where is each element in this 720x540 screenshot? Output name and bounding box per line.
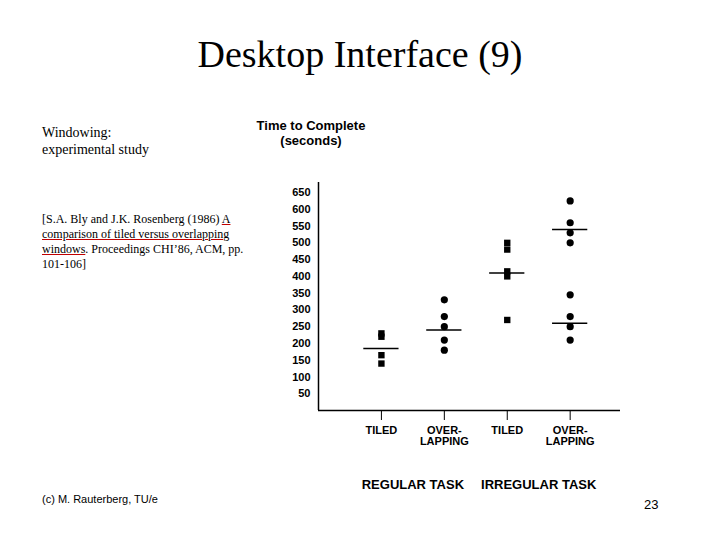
svg-text:150: 150 (292, 354, 310, 366)
svg-text:OVER-LAPPING: OVER-LAPPING (420, 424, 469, 447)
html-text:[S.A. Bly and J.K. Rosenberg (: [S.A. Bly and J.K. Rosenberg (1986) A co… (42, 212, 244, 271)
html-text:(c) M. Rauterberg, TU/e: (c) M. Rauterberg, TU/e (42, 493, 158, 505)
svg-text:450: 450 (292, 253, 310, 265)
svg-text:IRREGULAR TASK: IRREGULAR TASK (481, 477, 597, 492)
html-text:Time to Complete (seconds): Time to Complete (seconds) (256, 118, 366, 148)
html-text:Desktop Interface (9): Desktop Interface (9) (197, 33, 523, 75)
svg-text:250: 250 (292, 320, 310, 332)
svg-text:600: 600 (292, 203, 310, 215)
html-text:Windowing: experimental study: Windowing: experimental study (42, 125, 149, 157)
svg-text:500: 500 (292, 236, 310, 248)
svg-text:350: 350 (292, 287, 310, 299)
html-text:23: 23 (644, 497, 659, 512)
svg-text:TILED: TILED (366, 424, 398, 436)
svg-text:REGULAR TASK: REGULAR TASK (362, 477, 465, 492)
svg-text:300: 300 (292, 303, 310, 315)
svg-text:400: 400 (292, 270, 310, 282)
svg-text:100: 100 (292, 370, 310, 382)
svg-text:TILED: TILED (491, 424, 523, 436)
svg-text:200: 200 (292, 337, 310, 349)
svg-text:550: 550 (292, 220, 310, 232)
svg-text:50: 50 (298, 387, 310, 399)
svg-text:650: 650 (292, 186, 310, 198)
svg-text:OVER-LAPPING: OVER-LAPPING (546, 424, 595, 447)
